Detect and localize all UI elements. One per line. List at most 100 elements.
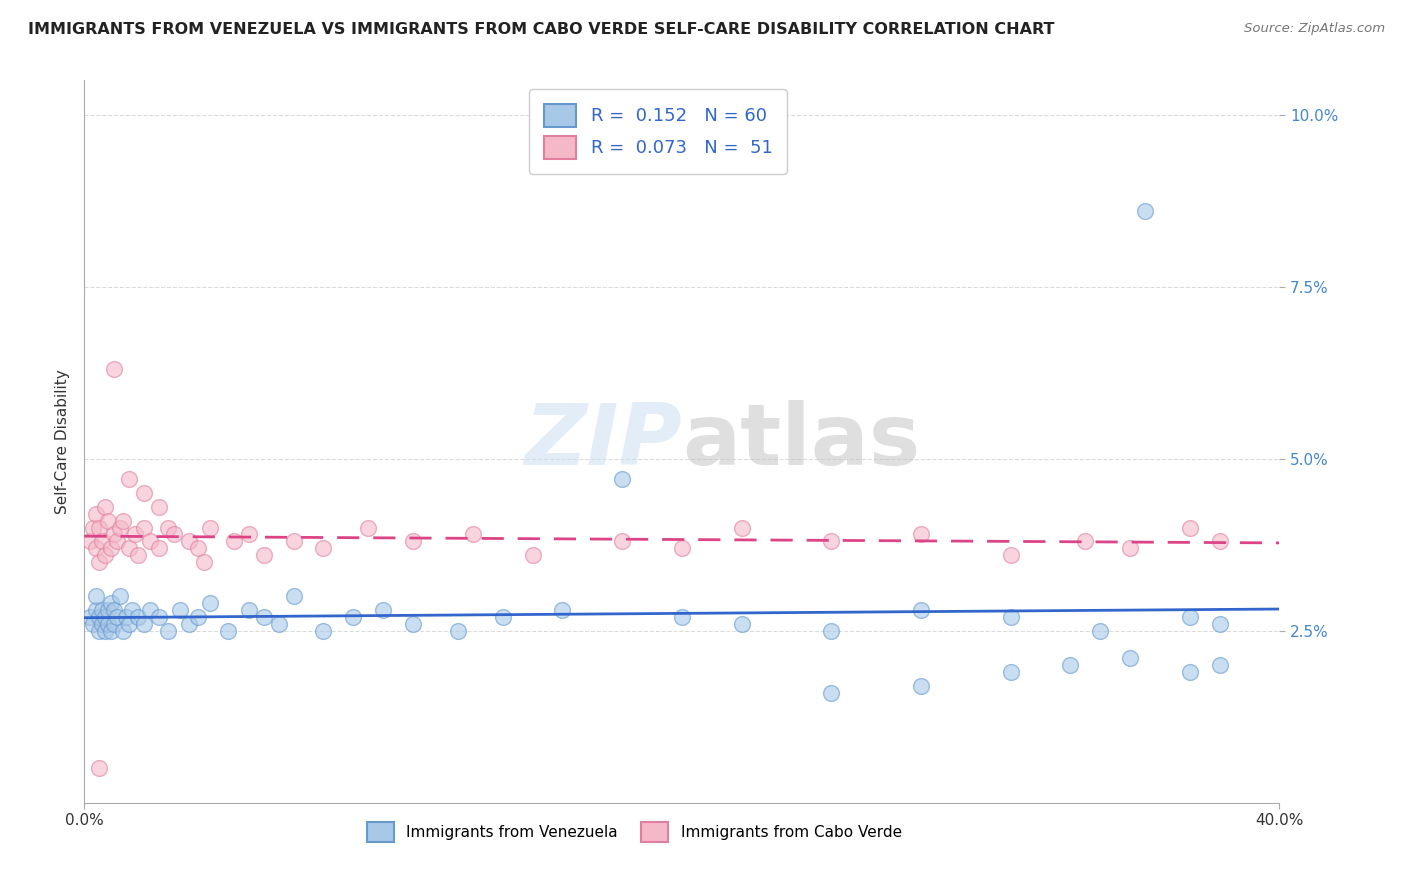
Point (222, 534, 245, 549)
Point (94, 548, 117, 562)
Point (612, 534, 634, 549)
Point (461, 527, 484, 541)
Point (1209, 616, 1232, 631)
Point (132, 486, 156, 500)
Point (139, 603, 162, 617)
Point (97, 616, 120, 631)
Point (118, 472, 141, 486)
Point (91, 616, 114, 631)
Point (342, 610, 364, 624)
Point (94, 624, 117, 638)
Point (177, 534, 200, 549)
Point (100, 541, 122, 556)
Point (1000, 610, 1022, 624)
Point (283, 534, 305, 549)
Point (148, 541, 170, 556)
Point (283, 590, 305, 604)
Point (910, 679, 932, 693)
Point (1059, 658, 1081, 673)
Point (1133, 204, 1156, 219)
Point (103, 616, 125, 631)
Point (910, 603, 932, 617)
Point (373, 603, 395, 617)
Point (86, 590, 108, 604)
Point (118, 541, 141, 556)
Point (157, 520, 180, 534)
Point (312, 624, 335, 638)
Point (1209, 534, 1232, 549)
Point (253, 610, 276, 624)
Point (110, 590, 132, 604)
Point (89, 520, 111, 534)
Point (1178, 520, 1201, 534)
Point (820, 686, 842, 700)
Point (1178, 610, 1201, 624)
Point (612, 472, 634, 486)
Point (124, 527, 146, 541)
Point (112, 624, 135, 638)
Point (86, 541, 108, 556)
Point (820, 534, 842, 549)
Legend: Immigrants from Venezuela, Immigrants from Cabo Verde: Immigrants from Venezuela, Immigrants fr… (359, 814, 910, 849)
Y-axis label: Self-Care Disability: Self-Care Disability (55, 369, 70, 514)
Point (112, 514, 135, 528)
Text: Source: ZipAtlas.com: Source: ZipAtlas.com (1244, 22, 1385, 36)
Point (127, 610, 149, 624)
Point (522, 548, 544, 562)
Point (94, 610, 117, 624)
Point (82, 520, 104, 534)
Point (79, 534, 101, 549)
Point (177, 616, 200, 631)
Point (357, 520, 380, 534)
Point (217, 624, 239, 638)
Point (267, 616, 290, 631)
Point (86, 603, 108, 617)
Point (402, 616, 425, 631)
Point (1074, 534, 1097, 549)
Point (187, 541, 209, 556)
Point (89, 624, 111, 638)
Point (89, 761, 111, 775)
Point (115, 610, 138, 624)
Point (447, 624, 470, 638)
Point (94, 500, 117, 514)
Point (671, 541, 693, 556)
Point (1090, 624, 1112, 638)
Point (103, 362, 125, 376)
Point (1000, 548, 1022, 562)
Point (198, 520, 221, 534)
Point (127, 548, 149, 562)
Point (671, 610, 693, 624)
Point (731, 616, 754, 631)
Point (253, 548, 276, 562)
Point (79, 610, 101, 624)
Point (1209, 658, 1232, 673)
Point (169, 603, 191, 617)
Text: ZIP: ZIP (524, 400, 682, 483)
Point (157, 624, 180, 638)
Point (312, 541, 335, 556)
Point (110, 520, 132, 534)
Point (103, 527, 125, 541)
Point (1000, 665, 1022, 679)
Point (91, 534, 114, 549)
Point (103, 603, 125, 617)
Point (118, 616, 141, 631)
Point (238, 603, 260, 617)
Point (132, 520, 156, 534)
Point (193, 555, 215, 569)
Point (105, 534, 128, 549)
Point (82, 616, 104, 631)
Point (100, 596, 122, 610)
Point (402, 534, 425, 549)
Point (551, 603, 574, 617)
Point (187, 610, 209, 624)
Point (132, 616, 156, 631)
Point (100, 624, 122, 638)
Point (1119, 651, 1142, 665)
Point (91, 603, 114, 617)
Text: atlas: atlas (682, 400, 920, 483)
Point (163, 527, 186, 541)
Point (97, 603, 120, 617)
Point (731, 520, 754, 534)
